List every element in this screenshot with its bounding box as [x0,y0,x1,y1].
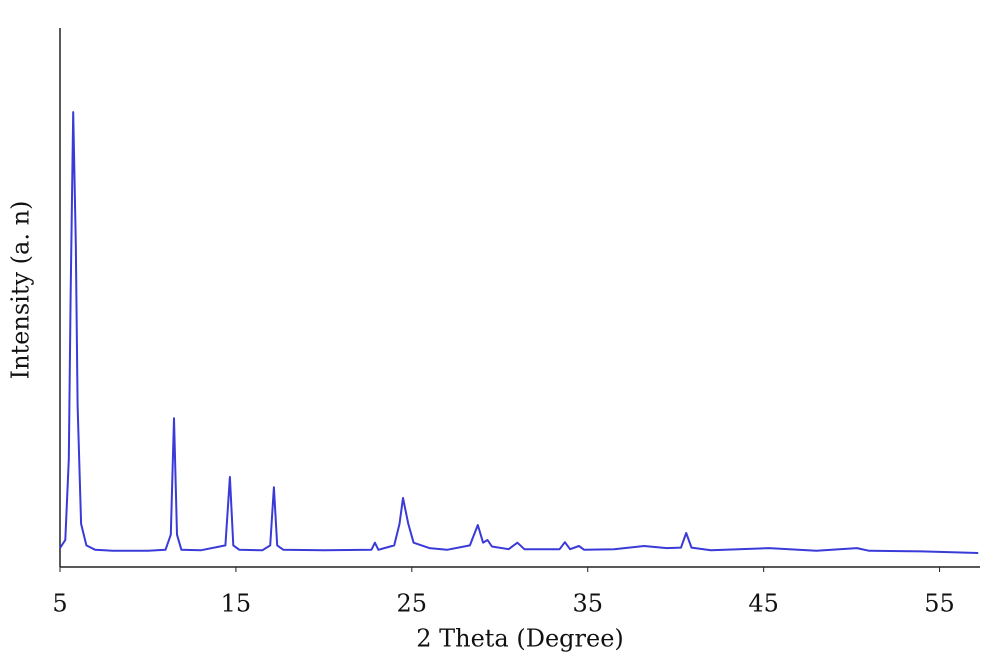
y-axis-title: Intensity (a. n) [7,201,35,380]
data-line [59,111,979,554]
x-tick-label: 25 [397,590,428,618]
x-tick-label: 35 [572,590,603,618]
x-tick-label: 45 [748,590,779,618]
x-tick-label: 15 [221,590,252,618]
x-tick-label: 55 [924,590,955,618]
x-axis-title: 2 Theta (Degree) [416,625,624,653]
x-tick-label: 5 [52,590,67,618]
